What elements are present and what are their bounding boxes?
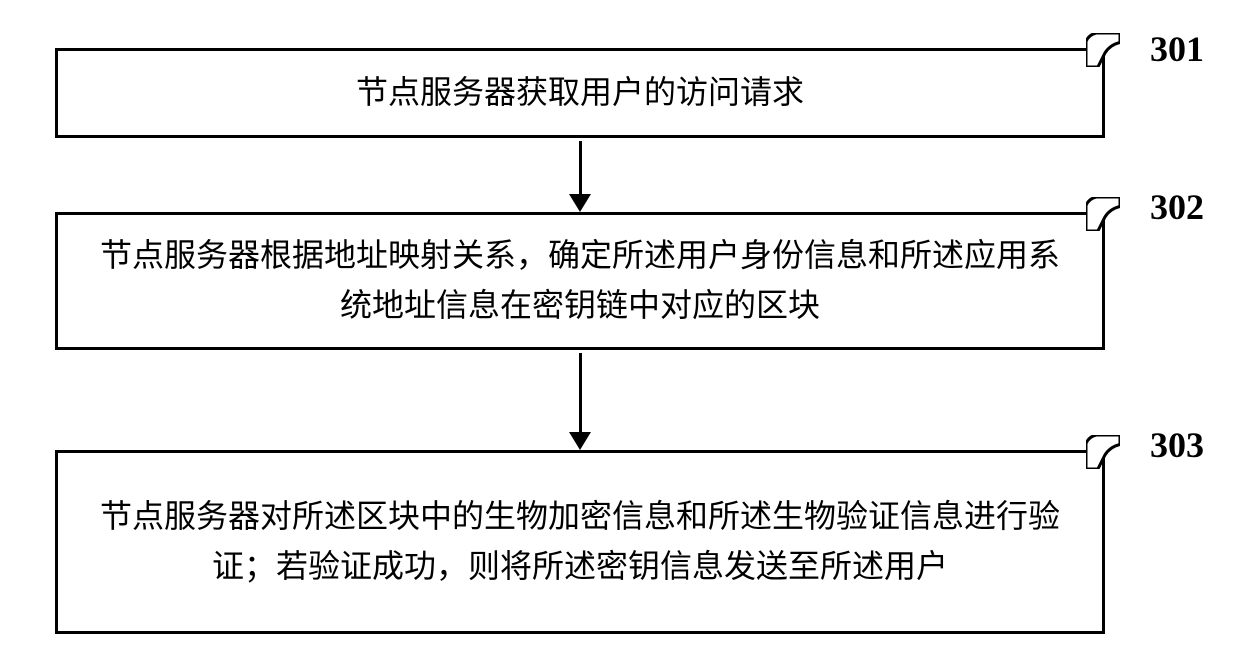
flow-step-text: 节点服务器获取用户的访问请求 — [356, 68, 804, 118]
flow-step-text: 节点服务器对所述区块中的生物加密信息和所述生物验证信息进行验证；若验证成功，则将… — [86, 492, 1074, 591]
arrow-down-icon — [569, 194, 591, 212]
step-label-301: 301 — [1150, 28, 1204, 70]
step-label-303: 303 — [1150, 424, 1204, 466]
arrow-line — [579, 353, 582, 432]
corner-notch-icon — [1086, 435, 1120, 469]
step-label-302: 302 — [1150, 186, 1204, 228]
arrow-down-icon — [569, 432, 591, 450]
flow-step-text: 节点服务器根据地址映射关系，确定所述用户身份信息和所述应用系统地址信息在密钥链中… — [86, 231, 1074, 330]
arrow-line — [579, 141, 582, 194]
flow-step-301: 节点服务器获取用户的访问请求 — [55, 48, 1105, 138]
flow-step-302: 节点服务器根据地址映射关系，确定所述用户身份信息和所述应用系统地址信息在密钥链中… — [55, 212, 1105, 350]
corner-notch-icon — [1086, 33, 1120, 67]
flowchart-canvas: 节点服务器获取用户的访问请求 301 节点服务器根据地址映射关系，确定所述用户身份信… — [0, 0, 1240, 670]
flow-step-303: 节点服务器对所述区块中的生物加密信息和所述生物验证信息进行验证；若验证成功，则将… — [55, 450, 1105, 634]
corner-notch-icon — [1086, 197, 1120, 231]
